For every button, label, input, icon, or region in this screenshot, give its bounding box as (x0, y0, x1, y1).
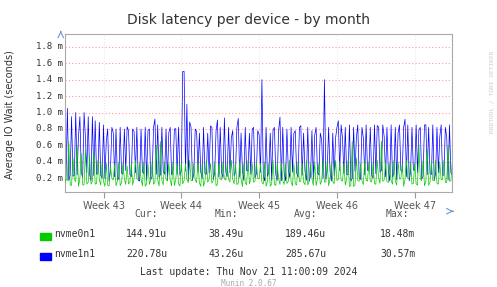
Text: 43.26u: 43.26u (209, 249, 244, 259)
Text: Avg:: Avg: (294, 209, 318, 219)
Text: 189.46u: 189.46u (285, 229, 326, 239)
Text: Average IO Wait (seconds): Average IO Wait (seconds) (5, 50, 15, 179)
Text: 0.2 m: 0.2 m (36, 174, 63, 183)
Text: 285.67u: 285.67u (285, 249, 326, 259)
Text: nvme1n1: nvme1n1 (54, 249, 95, 259)
Text: 30.57m: 30.57m (380, 249, 415, 259)
Text: 38.49u: 38.49u (209, 229, 244, 239)
Text: 1.4 m: 1.4 m (36, 75, 63, 84)
Text: 144.91u: 144.91u (126, 229, 167, 239)
Text: 1.0 m: 1.0 m (36, 108, 63, 117)
Text: nvme0n1: nvme0n1 (54, 229, 95, 239)
Text: RRDTOOL / TOBI OETIKER: RRDTOOL / TOBI OETIKER (490, 51, 495, 133)
Text: Cur:: Cur: (135, 209, 159, 219)
Text: 1.8 m: 1.8 m (36, 42, 63, 51)
Text: 18.48m: 18.48m (380, 229, 415, 239)
Text: 0.8 m: 0.8 m (36, 125, 63, 133)
Text: 1.2 m: 1.2 m (36, 92, 63, 101)
Text: Min:: Min: (214, 209, 238, 219)
Text: 0.6 m: 0.6 m (36, 141, 63, 150)
Text: 1.6 m: 1.6 m (36, 59, 63, 68)
Text: Disk latency per device - by month: Disk latency per device - by month (127, 13, 370, 27)
Text: Max:: Max: (386, 209, 410, 219)
Text: Munin 2.0.67: Munin 2.0.67 (221, 279, 276, 287)
Text: 220.78u: 220.78u (126, 249, 167, 259)
Text: 0.4 m: 0.4 m (36, 157, 63, 166)
Text: Last update: Thu Nov 21 11:00:09 2024: Last update: Thu Nov 21 11:00:09 2024 (140, 267, 357, 277)
